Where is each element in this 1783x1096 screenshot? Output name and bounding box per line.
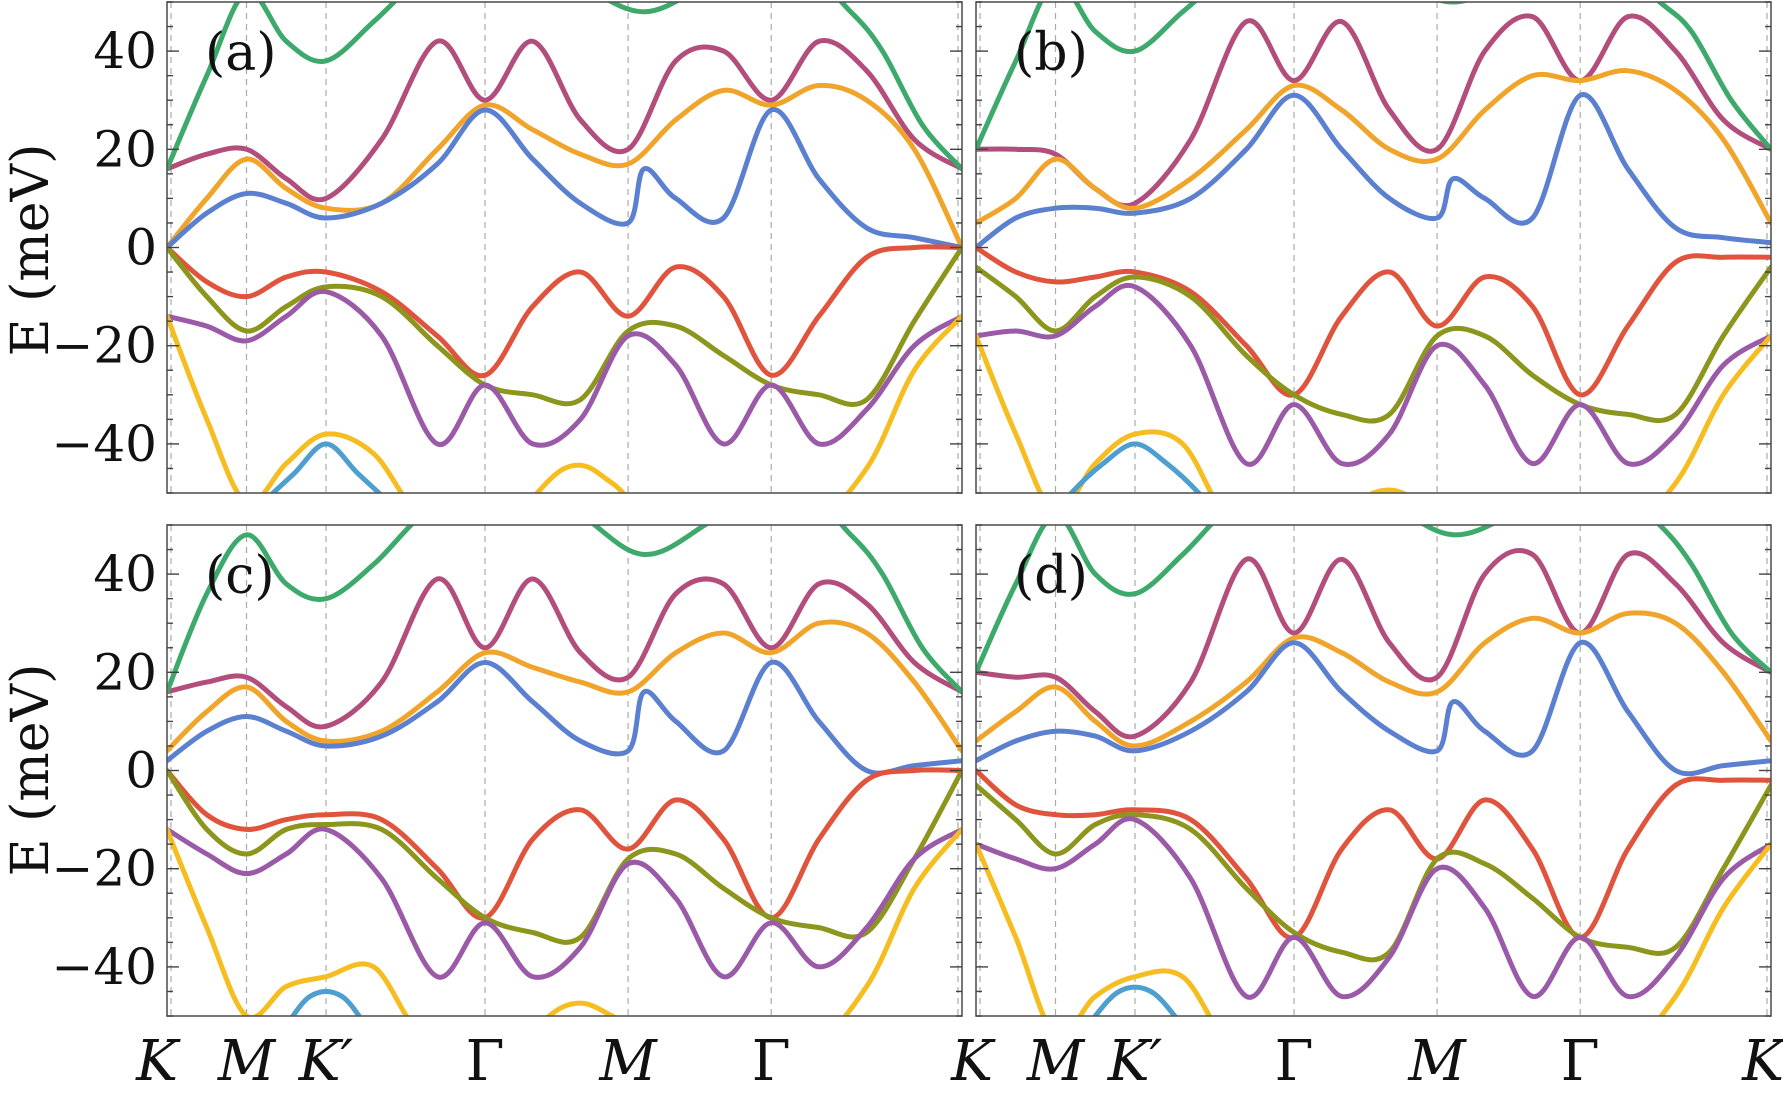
plot-frame [975, 524, 1772, 1017]
band-blue-2 [167, 659, 962, 776]
band-blue-2 [976, 92, 1771, 250]
band-olive-4 [167, 768, 962, 945]
y-axis-label-top: E (meV) [1, 144, 61, 357]
x-tick-label: K [1741, 1029, 1783, 1094]
x-tick-label: K [950, 1029, 996, 1094]
y-tick-label: −40 [51, 415, 157, 473]
x-tick-label: K [135, 1029, 181, 1094]
band-red-3 [167, 244, 962, 379]
x-tick-label: M [1026, 1029, 1086, 1094]
bands [976, 2, 1771, 493]
band-violet-5 [976, 816, 1771, 1000]
band-yellow-7 [167, 826, 962, 1016]
band-olive-4 [976, 782, 1771, 963]
x-tick-label: Γ [466, 1029, 505, 1094]
y-tick-label: 0 [125, 219, 157, 277]
x-tick-label: Γ [1561, 1029, 1600, 1094]
band-olive-4 [167, 245, 962, 407]
band-teal-8 [289, 988, 363, 1016]
y-tick-label: 40 [93, 545, 157, 603]
x-tick-label: M [598, 1029, 658, 1094]
band-purple_top-0 [167, 576, 962, 730]
panel-b: (b) [975, 1, 1772, 494]
band-teal-8 [1092, 984, 1178, 1016]
x-tick-label: Γ [1275, 1029, 1314, 1094]
panel-label: (c) [205, 546, 275, 606]
band-yellow-7 [976, 333, 1771, 493]
x-axis-tick-labels: K M K′ Γ M Γ K M K′ Γ M Γ K [135, 1029, 1783, 1094]
panel-label: (a) [205, 23, 277, 83]
band-orange-1 [976, 610, 1771, 749]
plot-frame [166, 1, 963, 494]
y-axis-labels: E (meV) E (meV) [1, 144, 61, 877]
y-axis-label-bottom: E (meV) [1, 664, 61, 877]
band-teal-8 [1068, 441, 1202, 493]
band-orange-1 [167, 82, 962, 250]
x-tick-label: K′ [298, 1029, 354, 1094]
y-tick-label: 40 [93, 22, 157, 80]
x-tick-label: K′ [1107, 1029, 1163, 1094]
y-tick-label: −20 [51, 317, 157, 375]
band-teal-8 [269, 441, 383, 493]
panel-label: (b) [1014, 23, 1088, 83]
bands [167, 525, 962, 1016]
band-yellow-7 [167, 313, 962, 493]
x-tick-label: Γ [752, 1029, 791, 1094]
band-blue-2 [976, 639, 1771, 777]
band-olive-4 [976, 264, 1771, 424]
panel-d: (d) [975, 524, 1772, 1017]
band-green-6 [976, 2, 1771, 152]
x-tick-label: M [217, 1029, 277, 1094]
band-red-3 [976, 768, 1771, 940]
band-purple_top-0 [976, 13, 1771, 209]
band-green-6 [976, 525, 1771, 675]
band-red-3 [167, 767, 962, 921]
x-tick-label: M [1407, 1029, 1467, 1094]
band-orange-1 [167, 619, 962, 754]
y-tick-label: 20 [93, 643, 157, 701]
band-red-3 [976, 245, 1771, 398]
bands [167, 2, 962, 493]
band-purple_top-0 [167, 38, 962, 203]
band-orange-1 [976, 68, 1771, 226]
band-violet-5 [167, 288, 962, 448]
band-green-6 [167, 525, 962, 695]
panel-c: −40 −20 0 20 40 (c) [51, 524, 963, 1017]
band-purple_top-0 [976, 548, 1771, 740]
panel-label: (d) [1014, 546, 1088, 606]
y-tick-label: 20 [93, 120, 157, 178]
band-green-6 [167, 2, 962, 172]
band-blue-2 [167, 107, 962, 250]
band-violet-5 [976, 282, 1771, 467]
panel-a: −40 −20 0 20 40 (a) [51, 1, 963, 494]
y-tick-label: −40 [51, 938, 157, 996]
y-tick-label: 0 [125, 742, 157, 800]
band-violet-5 [167, 826, 962, 980]
panels: −40 −20 0 20 40 (a) (b) −40 −20 0 20 40 (c) (d) [51, 1, 1772, 1017]
bands [976, 525, 1771, 1016]
y-tick-label: −20 [51, 840, 157, 898]
